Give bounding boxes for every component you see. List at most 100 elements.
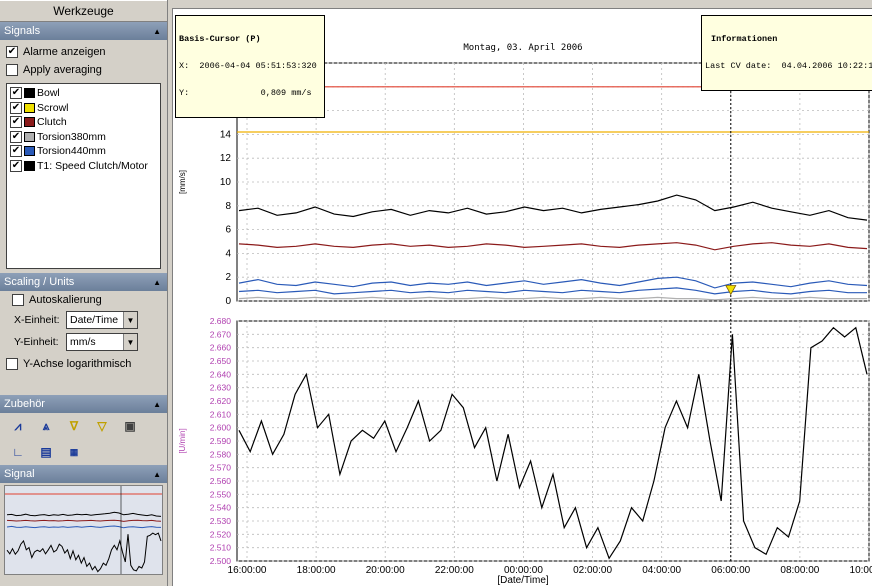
chevron-down-icon[interactable]: ▼ xyxy=(123,312,137,328)
signals-section-header[interactable]: Signals ▲ xyxy=(0,22,167,40)
collapse-icon[interactable]: ▲ xyxy=(153,277,161,287)
collapse-icon[interactable]: ▲ xyxy=(153,469,161,479)
y-tick-label: 2.670 xyxy=(210,329,232,339)
chevron-down-icon[interactable]: ▼ xyxy=(123,334,137,350)
signal-overview-preview[interactable] xyxy=(4,485,163,575)
averaging-checkbox[interactable] xyxy=(6,64,18,76)
signal-list-item[interactable]: ✔ Clutch xyxy=(10,115,157,130)
signal-checkbox[interactable]: ✔ xyxy=(10,116,22,129)
averaging-label: Apply averaging xyxy=(23,64,102,76)
x-tick-label: 20:00:00 xyxy=(366,565,405,576)
signal-checkbox[interactable]: ✔ xyxy=(10,145,22,158)
autoscale-toggle[interactable]: Autoskalierung xyxy=(0,291,167,309)
series-line xyxy=(238,296,867,301)
signal-checkbox[interactable]: ✔ xyxy=(10,87,22,100)
peak-icon[interactable]: ⩓ xyxy=(42,418,50,433)
signal-color-swatch xyxy=(24,102,35,113)
signal-list-item[interactable]: ✔ Scrowl xyxy=(10,101,157,116)
collapse-icon[interactable]: ▲ xyxy=(153,26,161,36)
signal-list-item[interactable]: ✔ Torsion380mm xyxy=(10,130,157,145)
signal-list-item[interactable]: ✔ Bowl xyxy=(10,86,157,101)
y-tick-label: 2 xyxy=(225,272,231,283)
y-tick-label: 2.530 xyxy=(210,516,232,526)
camera-icon[interactable]: ▣ xyxy=(124,419,136,433)
y-tick-label: 2.520 xyxy=(210,529,232,539)
cursor-title: Basis-Cursor (P) xyxy=(179,34,261,44)
signal-checkbox[interactable]: ✔ xyxy=(10,130,22,143)
y-tick-label: 2.580 xyxy=(210,449,232,459)
y-tick-label: 0 xyxy=(225,296,231,307)
averaging-toggle[interactable]: Apply averaging xyxy=(0,61,167,79)
cursor-info-box: Basis-Cursor (P) X: 2006-04-04 05:51:53:… xyxy=(175,15,325,118)
information-box: Informationen Last CV date: 04.04.2006 1… xyxy=(701,15,872,91)
signal-label: Torsion380mm xyxy=(37,130,106,143)
signal-checkbox[interactable]: ✔ xyxy=(10,101,22,114)
signal-label: Clutch xyxy=(37,116,67,129)
info-line: Last CV date: 04.04.2006 10:22:1 xyxy=(705,61,872,71)
x-tick-label: 22:00:00 xyxy=(435,565,474,576)
scaling-header-label: Scaling / Units xyxy=(4,276,75,288)
scale-icon[interactable]: ▤ xyxy=(40,445,52,459)
x-unit-label: X-Einheit: xyxy=(14,314,60,326)
y-tick-label: 2.550 xyxy=(210,489,232,499)
y-unit-label: Y-Einheit: xyxy=(14,336,59,348)
collapse-icon[interactable]: ▲ xyxy=(153,399,161,409)
y-axis-label: [mm/s] xyxy=(178,170,187,194)
series-line xyxy=(238,242,868,251)
autoscale-label: Autoskalierung xyxy=(29,294,102,306)
x-tick-label: 10:00:00 xyxy=(850,565,872,576)
x-tick-label: 04:00:00 xyxy=(642,565,681,576)
autoscale-checkbox[interactable] xyxy=(12,294,24,306)
signal-label: Torsion440mm xyxy=(37,145,106,158)
toolbar-row-1: ⩘ ⩓ ∇ ▽ ▣ xyxy=(0,413,167,439)
y-unit-select[interactable]: mm/s ▼ xyxy=(66,333,138,351)
chart-area: Montag, 03. April 2006024681012141618202… xyxy=(172,8,872,586)
signal-list-item[interactable]: ✔ Torsion440mm xyxy=(10,144,157,159)
cursor-x-line: X: 2006-04-04 05:51:53:320 xyxy=(179,61,317,71)
x-tick-label: 02:00:00 xyxy=(573,565,612,576)
signal-color-swatch xyxy=(24,117,35,128)
ylog-toggle[interactable]: Y-Achse logarithmisch xyxy=(0,355,167,373)
cursor-marker-icon xyxy=(725,285,737,296)
axis-icon[interactable]: ∟ xyxy=(12,445,24,459)
zubehoer-section-header[interactable]: Zubehör ▲ xyxy=(0,395,167,413)
cursor-x-icon[interactable]: ∇ xyxy=(69,419,79,433)
alarm-toggle[interactable]: ✔ Alarme anzeigen xyxy=(0,43,167,61)
chart-title: Montag, 03. April 2006 xyxy=(463,43,582,53)
chart-type-icon[interactable]: ⩘ xyxy=(14,418,22,433)
toolbar-row-2: ∟ ▤ ▦ xyxy=(0,439,167,465)
x-tick-label: 16:00:00 xyxy=(228,565,267,576)
y-tick-label: 2.680 xyxy=(210,316,232,326)
scaling-section-header[interactable]: Scaling / Units ▲ xyxy=(0,273,167,291)
x-unit-field: X-Einheit: Date/Time ▼ xyxy=(0,309,167,331)
signal-color-swatch xyxy=(24,160,35,171)
series-line xyxy=(238,326,868,560)
signal-section-header[interactable]: Signal ▲ xyxy=(0,465,167,483)
x-tick-label: 08:00:00 xyxy=(780,565,819,576)
y-axis-label: [U/min] xyxy=(178,428,187,453)
signal-color-swatch xyxy=(24,131,35,142)
signals-header-label: Signals xyxy=(4,25,41,37)
mini-series-line xyxy=(6,532,162,573)
signal-label: Bowl xyxy=(37,87,60,100)
mini-chart xyxy=(5,486,162,574)
mini-series-line xyxy=(6,511,162,517)
y-tick-label: 14 xyxy=(220,129,232,140)
grid-icon[interactable]: ▦ xyxy=(69,446,79,457)
x-axis-label: [Date/Time] xyxy=(497,575,549,586)
filter-icon[interactable]: ▽ xyxy=(97,419,107,433)
y-tick-label: 2.500 xyxy=(210,556,232,566)
x-unit-select[interactable]: Date/Time ▼ xyxy=(66,311,138,329)
x-tick-label: 18:00:00 xyxy=(297,565,336,576)
series-line xyxy=(238,194,868,221)
tools-panel-title: Werkzeuge xyxy=(0,0,167,22)
ylog-label: Y-Achse logarithmisch xyxy=(23,358,132,370)
ylog-checkbox[interactable] xyxy=(6,358,18,370)
x-tick-label: 06:00:00 xyxy=(711,565,750,576)
signal-list-item[interactable]: ✔ T1: Speed Clutch/Motor xyxy=(10,159,157,174)
signal-checkbox[interactable]: ✔ xyxy=(10,159,22,172)
alarm-checkbox[interactable]: ✔ xyxy=(6,46,18,58)
signal-color-swatch xyxy=(24,88,35,99)
x-unit-value: Date/Time xyxy=(70,314,119,326)
